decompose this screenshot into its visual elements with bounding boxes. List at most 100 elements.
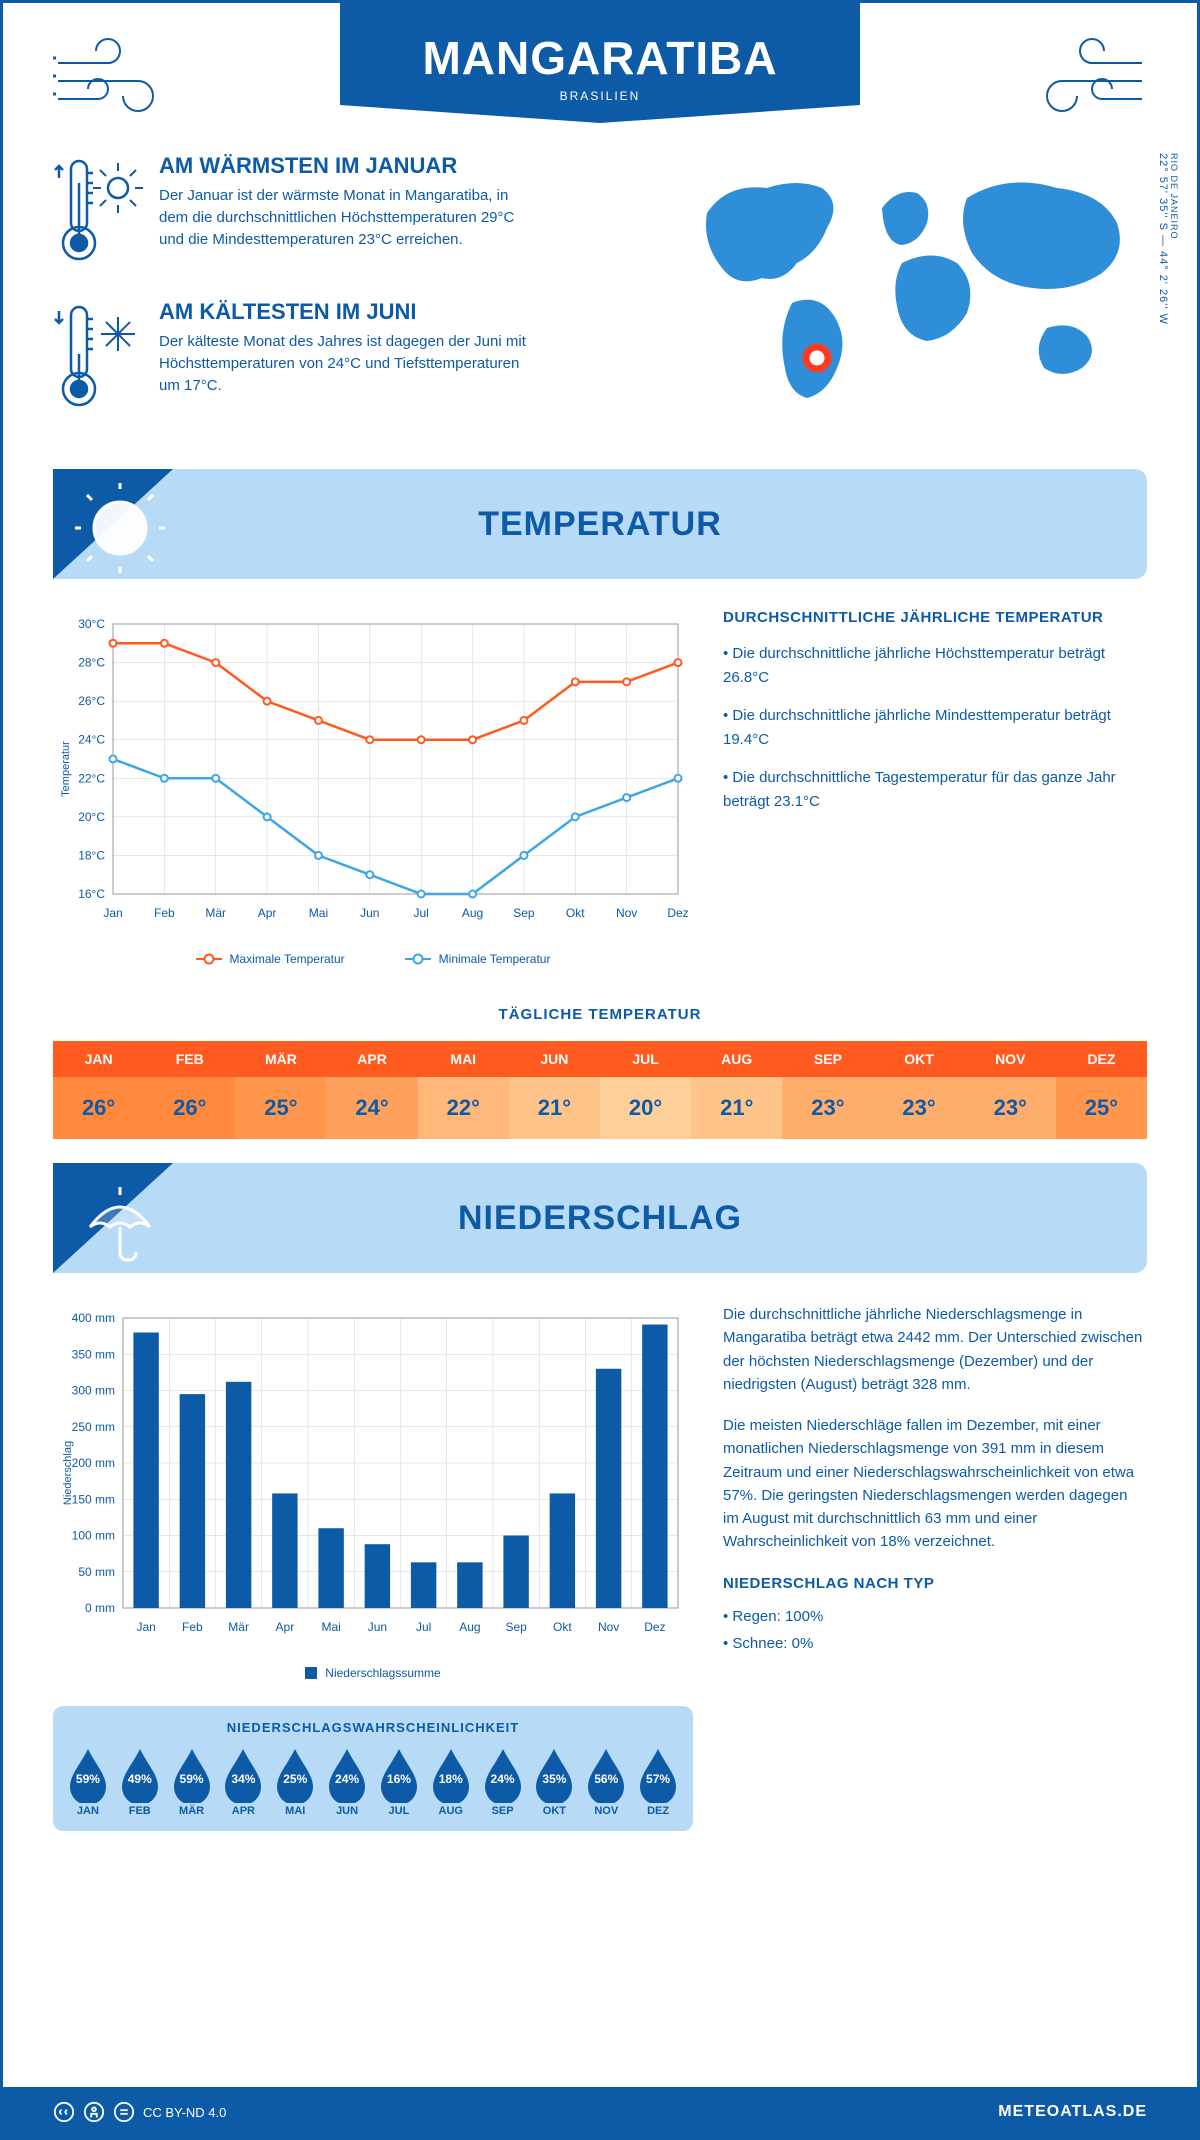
svg-text:Okt: Okt bbox=[566, 906, 585, 920]
drop-cell: 16%JUL bbox=[374, 1747, 424, 1817]
svg-text:Aug: Aug bbox=[459, 1620, 480, 1634]
temperature-line-chart: 16°C18°C20°C22°C24°C26°C28°C30°CJanFebMä… bbox=[53, 609, 693, 929]
svg-text:Mai: Mai bbox=[321, 1620, 340, 1634]
license-block: CC BY-ND 4.0 bbox=[53, 2101, 226, 2123]
svg-text:30°C: 30°C bbox=[78, 617, 105, 631]
svg-text:Jun: Jun bbox=[368, 1620, 387, 1634]
region-label: RIO DE JANEIRO bbox=[1169, 153, 1179, 321]
table-header: NOV bbox=[965, 1041, 1056, 1077]
svg-text:28°C: 28°C bbox=[78, 656, 105, 670]
table-cell: 26° bbox=[53, 1077, 144, 1139]
table-cell: 22° bbox=[418, 1077, 509, 1139]
svg-text:26°C: 26°C bbox=[78, 694, 105, 708]
precip-type-heading: NIEDERSCHLAG NACH TYP bbox=[723, 1572, 1147, 1595]
drop-cell: 56%NOV bbox=[581, 1747, 631, 1817]
table-header: FEB bbox=[144, 1041, 235, 1077]
svg-text:Mär: Mär bbox=[205, 906, 226, 920]
fact-cold-body: Der kälteste Monat des Jahres ist dagege… bbox=[159, 331, 539, 396]
drop-cell: 59%MÄR bbox=[167, 1747, 217, 1817]
table-header: JAN bbox=[53, 1041, 144, 1077]
sun-icon bbox=[75, 483, 165, 573]
svg-text:Mär: Mär bbox=[228, 1620, 249, 1634]
table-cell: 26° bbox=[144, 1077, 235, 1139]
svg-text:22°C: 22°C bbox=[78, 771, 105, 785]
svg-text:Nov: Nov bbox=[616, 906, 637, 920]
svg-text:100 mm: 100 mm bbox=[72, 1529, 115, 1543]
fact-warm-title: AM WÄRMSTEN IM JANUAR bbox=[159, 153, 539, 179]
svg-text:18°C: 18°C bbox=[78, 848, 105, 862]
warmest-fact: AM WÄRMSTEN IM JANUAR Der Januar ist der… bbox=[53, 153, 637, 273]
footer: CC BY-ND 4.0 METEOATLAS.DE bbox=[3, 2087, 1197, 2137]
table-cell: 21° bbox=[691, 1077, 782, 1139]
svg-text:0 mm: 0 mm bbox=[85, 1601, 115, 1615]
temp-text-heading: DURCHSCHNITTLICHE JÄHRLICHE TEMPERATUR bbox=[723, 609, 1147, 626]
intro-section: AM WÄRMSTEN IM JANUAR Der Januar ist der… bbox=[53, 153, 1147, 445]
daily-temp-heading: TÄGLICHE TEMPERATUR bbox=[53, 1006, 1147, 1023]
table-cell: 23° bbox=[873, 1077, 964, 1139]
infographic-frame: MANGARATIBA BRASILIEN AM WÄRMSTEN IM JAN… bbox=[0, 0, 1200, 2140]
svg-text:Dez: Dez bbox=[667, 906, 688, 920]
drop-cell: 18%AUG bbox=[426, 1747, 476, 1817]
svg-text:300 mm: 300 mm bbox=[72, 1384, 115, 1398]
world-map: RIO DE JANEIRO 22° 57' 35'' S — 44° 2' 2… bbox=[667, 153, 1147, 445]
svg-text:150 mm: 150 mm bbox=[72, 1492, 115, 1506]
svg-text:Apr: Apr bbox=[276, 1620, 295, 1634]
table-cell: 24° bbox=[326, 1077, 417, 1139]
svg-text:400 mm: 400 mm bbox=[72, 1311, 115, 1325]
precip-type-2: • Schnee: 0% bbox=[723, 1632, 1147, 1655]
legend-precip: Niederschlagssumme bbox=[325, 1666, 440, 1680]
legend-min: Minimale Temperatur bbox=[439, 952, 551, 966]
table-header: OKT bbox=[873, 1041, 964, 1077]
daily-temperature-table: TÄGLICHE TEMPERATUR JANFEBMÄRAPRMAIJUNJU… bbox=[53, 1006, 1147, 1139]
site-name: METEOATLAS.DE bbox=[998, 2103, 1147, 2121]
svg-text:Jul: Jul bbox=[416, 1620, 431, 1634]
cc-nd-icon bbox=[113, 2101, 135, 2123]
city-title: MANGARATIBA bbox=[340, 31, 860, 85]
coords-text: 22° 57' 35'' S — 44° 2' 26'' W bbox=[1157, 153, 1169, 325]
precip-para-1: Die durchschnittliche jährliche Niedersc… bbox=[723, 1303, 1147, 1396]
thermometer-sun-icon bbox=[53, 153, 143, 273]
coordinates: RIO DE JANEIRO 22° 57' 35'' S — 44° 2' 2… bbox=[1157, 153, 1179, 325]
svg-text:Aug: Aug bbox=[462, 906, 483, 920]
precip-probability-box: NIEDERSCHLAGSWAHRSCHEINLICHKEIT 59%JAN49… bbox=[53, 1706, 693, 1831]
prob-heading: NIEDERSCHLAGSWAHRSCHEINLICHKEIT bbox=[63, 1720, 683, 1735]
svg-text:200 mm: 200 mm bbox=[72, 1456, 115, 1470]
umbrella-icon bbox=[75, 1177, 165, 1267]
temp-bullet-2: • Die durchschnittliche jährliche Mindes… bbox=[723, 704, 1147, 752]
svg-text:Niederschlag: Niederschlag bbox=[62, 1441, 74, 1505]
precip-para-2: Die meisten Niederschläge fallen im Deze… bbox=[723, 1414, 1147, 1554]
drop-cell: 59%JAN bbox=[63, 1747, 113, 1817]
drop-cell: 49%FEB bbox=[115, 1747, 165, 1817]
precipitation-bar-chart: 0 mm50 mm100 mm150 mm200 mm250 mm300 mm3… bbox=[53, 1303, 693, 1643]
svg-text:Temperatur: Temperatur bbox=[60, 741, 72, 797]
svg-text:Jul: Jul bbox=[414, 906, 429, 920]
temp-bullet-3: • Die durchschnittliche Tagestemperatur … bbox=[723, 766, 1147, 814]
wind-icon bbox=[1007, 33, 1147, 123]
drop-cell: 57%DEZ bbox=[633, 1747, 683, 1817]
svg-text:Sep: Sep bbox=[513, 906, 535, 920]
table-header: AUG bbox=[691, 1041, 782, 1077]
cc-icon bbox=[53, 2101, 75, 2123]
svg-text:Feb: Feb bbox=[182, 1620, 203, 1634]
svg-text:50 mm: 50 mm bbox=[78, 1565, 115, 1579]
wind-icon bbox=[53, 33, 193, 123]
legend-max: Maximale Temperatur bbox=[230, 952, 345, 966]
svg-text:20°C: 20°C bbox=[78, 810, 105, 824]
drop-cell: 35%OKT bbox=[529, 1747, 579, 1817]
table-cell: 25° bbox=[235, 1077, 326, 1139]
svg-text:Feb: Feb bbox=[154, 906, 175, 920]
drop-cell: 24%JUN bbox=[322, 1747, 372, 1817]
temp-chart-legend: Maximale Temperatur Minimale Temperatur bbox=[53, 952, 693, 966]
table-header: MAI bbox=[418, 1041, 509, 1077]
svg-text:Okt: Okt bbox=[553, 1620, 572, 1634]
precip-type-1: • Regen: 100% bbox=[723, 1605, 1147, 1628]
table-header: MÄR bbox=[235, 1041, 326, 1077]
table-header: DEZ bbox=[1056, 1041, 1147, 1077]
table-cell: 20° bbox=[600, 1077, 691, 1139]
svg-text:Sep: Sep bbox=[505, 1620, 527, 1634]
table-cell: 25° bbox=[1056, 1077, 1147, 1139]
svg-text:24°C: 24°C bbox=[78, 733, 105, 747]
svg-text:350 mm: 350 mm bbox=[72, 1347, 115, 1361]
cc-by-icon bbox=[83, 2101, 105, 2123]
header-banner: MANGARATIBA BRASILIEN bbox=[340, 3, 860, 123]
